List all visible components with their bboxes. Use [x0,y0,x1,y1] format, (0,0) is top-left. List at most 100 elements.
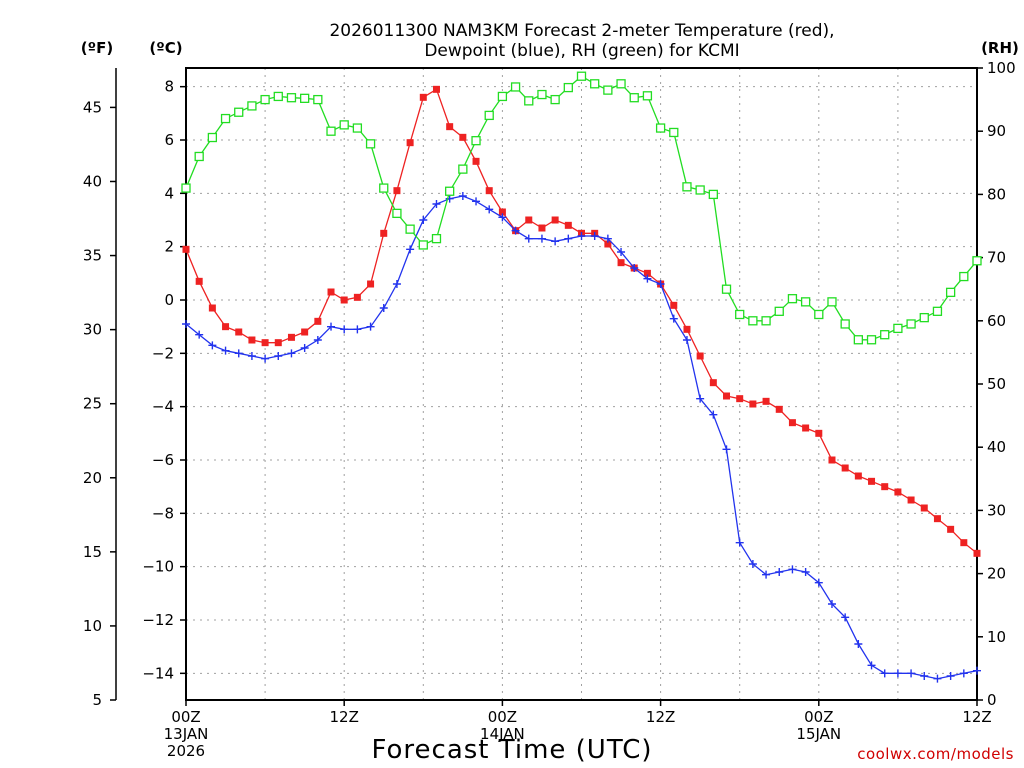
dewpoint-marker [313,336,322,344]
dewpoint-marker [406,245,415,254]
2-meter-temperature-marker [907,496,915,504]
rh-marker [510,82,521,92]
2-meter-temperature-marker [195,277,203,285]
rh-tick-label: 30 [987,501,1006,519]
celsius-axis: 8 6 4 2 0 −2 −4 −6 −8 −10 −12 −14 [142,78,186,682]
rh-tick-label: 70 [987,249,1006,267]
dewpoint-marker [327,322,336,331]
celsius-unit-label: (ºC) [149,39,182,57]
dewpoint-marker [748,560,757,568]
rh-marker [484,110,494,121]
rh-marker [524,96,534,106]
fahrenheit-unit-label: (ºF) [81,39,113,57]
rh-marker [787,294,798,304]
dewpoint-marker [182,320,190,328]
dewpoint-marker [854,640,863,648]
celsius-tick-label: −6 [152,451,174,469]
dewpoint-marker [498,213,507,222]
2-meter-temperature-marker [485,187,493,195]
x-tick-label: 2026 [167,742,205,760]
rh-marker [880,330,890,340]
dewpoint-marker [458,192,467,200]
rh-marker [893,323,903,334]
2-meter-temperature-marker [643,269,651,277]
rh-tick-label: 50 [987,375,1006,393]
2-meter-temperature-marker [920,504,928,512]
rh-marker [445,186,455,196]
dewpoint-marker [762,570,771,579]
rh-marker [669,127,679,138]
2-meter-temperature-marker [340,296,348,304]
rh-marker [220,113,231,124]
rh-marker [418,240,428,250]
celsius-tick-label: 6 [164,131,174,149]
plot-frame [185,67,978,701]
rh-marker [800,297,811,307]
chart-title-line-2: Dewpoint (blue), RH (green) for KCMI [424,41,739,61]
rh-marker [299,93,310,103]
2-meter-temperature-marker [709,379,717,387]
dewpoint-marker [735,538,744,547]
2-meter-temperature-marker [314,317,322,325]
gridlines [186,68,977,700]
rh-marker [629,93,639,103]
rh-marker [655,123,666,133]
dewpoint-marker [300,344,309,352]
dewpoint-marker [973,666,981,675]
2-meter-temperature-marker [670,301,678,309]
dewpoint-marker [788,565,797,574]
dewpoint-marker [946,672,955,680]
2-meter-temperature-marker [235,328,243,336]
rh-marker [748,316,758,326]
celsius-tick-label: −12 [142,611,174,629]
rh-marker [814,309,824,320]
dewpoint-marker [379,304,388,312]
rh-marker [286,93,297,103]
rh-marker [352,123,363,133]
2-meter-temperature-marker [287,333,295,341]
dewpoint-marker [722,445,731,454]
rh-marker [234,107,244,117]
rh-marker [774,306,784,316]
rh-marker [616,79,626,89]
rh-marker [313,94,323,105]
dewpoint-marker [340,325,349,334]
dewpoint-marker [392,280,401,288]
2-meter-temperature-marker [327,288,335,296]
2-meter-temperature-marker [446,123,454,131]
x-tick-label: 14JAN [480,725,525,743]
rh-marker [471,136,481,146]
rh-marker [405,224,415,234]
rh-tick-label: 90 [987,122,1006,140]
2-meter-temperature-marker [617,259,625,267]
rh-marker [919,312,929,323]
dewpoint-marker [696,394,705,403]
fahrenheit-tick-label: 25 [83,395,102,413]
2-meter-temperature-marker [419,93,427,101]
dewpoint-marker [893,669,902,678]
chart-title-line-1: 2026011300 NAM3KM Forecast 2-meter Tempe… [329,21,834,41]
2-meter-temperature-marker [788,419,796,427]
rh-marker [840,319,850,329]
rh-tick-label: 40 [987,438,1006,456]
rh-tick-label: 10 [987,628,1006,646]
dewpoint-marker [208,341,217,350]
2-meter-temperature-marker [775,405,783,413]
2-meter-temperature-marker [749,400,757,408]
dewpoint-marker [419,216,428,224]
2-meter-temperature-marker [683,325,691,333]
celsius-tick-label: 2 [164,238,174,256]
fahrenheit-tick-label: 5 [92,691,102,709]
rh-marker [642,91,653,101]
celsius-tick-label: −4 [152,398,174,416]
rh-marker [431,233,442,244]
2-meter-temperature-marker [208,304,216,312]
rh-tick-label: 100 [987,59,1016,77]
dewpoint-marker [827,600,836,608]
rh-marker [339,120,349,130]
rh-marker [326,126,336,136]
fahrenheit-tick-label: 40 [83,172,102,190]
credit-label: coolwx.com/models [857,745,1014,763]
2-meter-temperature-marker [367,280,375,288]
